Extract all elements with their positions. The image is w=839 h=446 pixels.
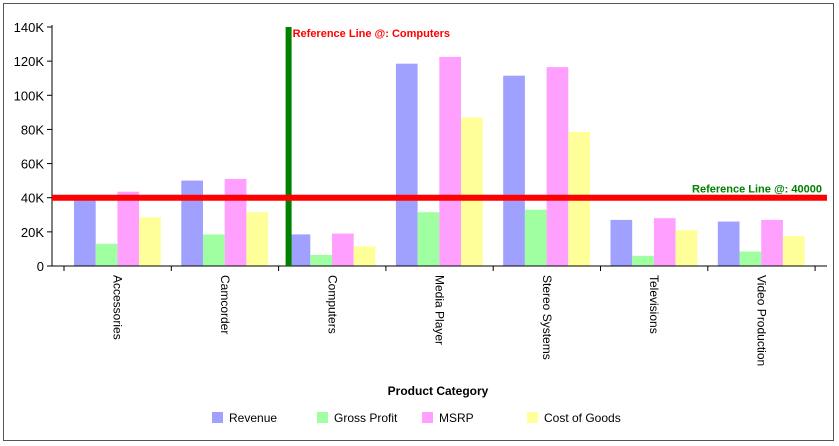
y-tick-label: 80K: [21, 122, 44, 137]
legend-swatch: [527, 412, 538, 423]
bar-msrp: [332, 233, 354, 266]
vertical-reference-label: Reference Line @: Computers: [293, 28, 450, 40]
legend-label: Gross Profit: [334, 411, 398, 425]
bar-cost-of-goods: [461, 117, 483, 266]
legend-swatch: [422, 412, 433, 423]
bar-cost-of-goods: [353, 246, 376, 266]
bar-gross-profit: [310, 254, 332, 266]
y-tick-label: 20K: [21, 225, 44, 240]
bar-gross-profit: [739, 251, 762, 266]
legend-label: Cost of Goods: [544, 411, 621, 425]
bar-gross-profit: [524, 209, 547, 266]
legend: Revenue Gross Profit MSRP Cost of Goods: [212, 411, 621, 425]
y-tick-label: 60K: [21, 157, 44, 172]
bar-cost-of-goods: [139, 217, 161, 266]
x-category-label: Stereo Systems: [540, 275, 554, 360]
chart-frame: [3, 3, 834, 441]
legend-swatch: [317, 412, 328, 423]
bar-revenue: [74, 199, 96, 266]
legend-label: Revenue: [229, 411, 277, 425]
legend-label: MSRP: [439, 411, 474, 425]
bar-msrp: [761, 219, 783, 266]
x-category-label: Media Player: [433, 275, 447, 345]
bar-cost-of-goods: [675, 230, 698, 266]
bar-msrp: [546, 67, 569, 266]
horizontal-reference-label: Reference Line @: 40000: [692, 184, 822, 196]
y-tick-label: 140K: [14, 20, 45, 35]
legend-swatch: [212, 412, 223, 423]
x-category-label: Computers: [325, 275, 339, 334]
y-tick-label: 0: [37, 259, 44, 274]
x-category-label: Accessories: [111, 275, 125, 340]
x-category-label: Camcorder: [218, 275, 232, 334]
x-category-label: Televisions: [647, 275, 661, 334]
axes-layer: 0 20K 40K 60K 80K 100K 120K 140K Accessories Camc…: [14, 20, 827, 366]
bar-msrp: [439, 56, 461, 267]
bar-gross-profit: [95, 243, 118, 266]
bar-cost-of-goods: [782, 236, 805, 266]
bar-msrp: [653, 218, 676, 266]
bar-msrp: [117, 191, 140, 266]
x-category-label: Video Production: [754, 275, 768, 366]
bar-gross-profit: [417, 212, 440, 266]
y-tick-label: 100K: [14, 88, 45, 103]
bar-revenue: [717, 221, 740, 266]
bar-revenue: [610, 219, 633, 266]
bar-gross-profit: [632, 255, 654, 266]
y-tick-label: 120K: [14, 54, 45, 69]
bar-msrp: [224, 178, 247, 266]
y-tick-label: 40K: [21, 191, 44, 206]
bar-revenue: [181, 180, 203, 266]
bar-cost-of-goods: [246, 212, 269, 266]
reference-lines-layer: Reference Line @: Computers Reference Lin…: [52, 27, 827, 266]
bar-gross-profit: [203, 234, 225, 266]
bar-revenue: [395, 63, 418, 267]
x-axis-title: Product Category: [388, 384, 489, 398]
bars-layer: [74, 56, 805, 267]
bar-revenue: [288, 234, 311, 266]
bar-revenue: [503, 75, 525, 266]
